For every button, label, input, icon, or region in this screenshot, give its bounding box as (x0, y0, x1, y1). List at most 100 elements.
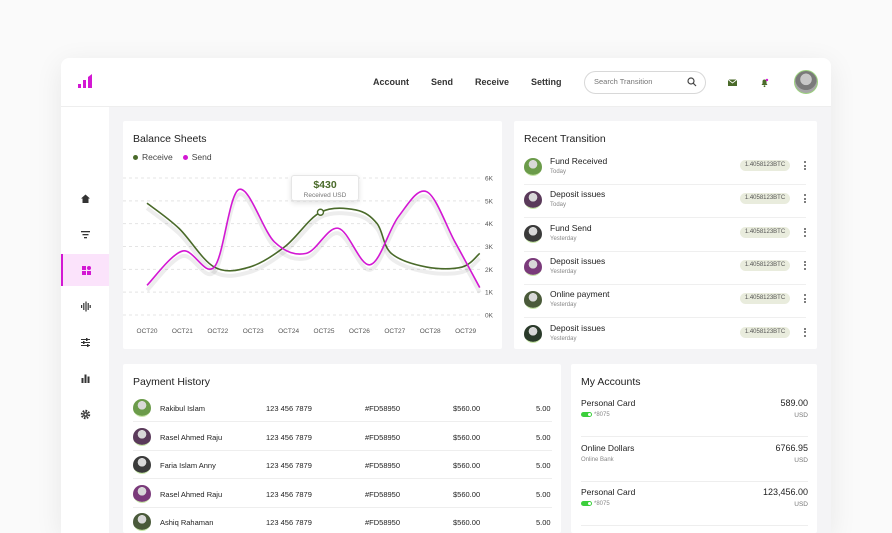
bar-chart-icon (81, 374, 89, 383)
x-tick-label: OCT26 (349, 328, 370, 335)
nav-setting[interactable]: Setting (531, 77, 562, 87)
legend-send[interactable]: Send (182, 152, 212, 162)
y-tick-label: 3K (485, 244, 494, 251)
filter-icon (80, 230, 90, 238)
nav-send[interactable]: Send (431, 77, 454, 87)
user-avatar[interactable] (794, 70, 818, 94)
x-tick-label: OCT23 (243, 328, 264, 335)
bell-icon[interactable] (759, 77, 770, 88)
y-tick-label: 2K (485, 267, 494, 274)
series-line-send (146, 188, 481, 288)
table-row[interactable]: Ashiq Rahaman 123 456 7879 #FD58950 $560.00… (133, 508, 552, 533)
sidebar-item-stats[interactable] (61, 362, 109, 394)
transaction-amount-badge: 1.4058123BTC (740, 226, 790, 238)
transaction-avatar (524, 324, 542, 343)
more-options-icon[interactable] (804, 161, 807, 171)
cell-amount: $560.00 (453, 518, 481, 527)
sidebar (61, 107, 109, 533)
cell-id: #FD58950 (365, 518, 401, 527)
account-row[interactable]: Personal Card *8075 589.00 USD (581, 393, 808, 437)
cell-phone: 123 456 7879 (266, 461, 312, 470)
transaction-title: Deposit issues (550, 322, 606, 333)
series-shadow (145, 206, 482, 278)
more-options-icon[interactable] (804, 294, 807, 304)
account-row[interactable]: Personal Card *8075 123,456.00 USD (581, 482, 808, 526)
sidebar-item-dashboard[interactable] (61, 254, 109, 286)
transaction-row[interactable]: Deposit issues Yesterday 1.4058123BTC (524, 319, 806, 352)
more-options-icon[interactable] (804, 194, 807, 204)
table-row[interactable]: Rasel Ahmed Raju 123 456 7879 #FD58950 $560… (133, 423, 552, 451)
nav-account[interactable]: Account (373, 77, 409, 87)
payment-history-card: Payment History Rakibul Islam 123 456 787… (123, 364, 561, 533)
cell-phone: 123 456 7879 (266, 518, 312, 527)
cell-id: #FD58950 (365, 489, 401, 499)
transaction-row[interactable]: Fund Send Yesterday 1.4058123BTC (524, 219, 806, 252)
cell-amount: $560.00 (453, 404, 481, 413)
transaction-title: Fund Send (550, 222, 592, 233)
payer-avatar (133, 513, 151, 531)
sidebar-item-home[interactable] (61, 182, 109, 214)
cell-id: #FD58950 (365, 461, 401, 470)
x-tick-label: OCT22 (207, 328, 228, 335)
search-box[interactable] (584, 71, 706, 94)
balance-sheets-card: Balance Sheets Receive Send 6K 5K 4K 3K 2K 1K… (123, 121, 502, 349)
x-tick-label: OCT21 (172, 328, 193, 335)
cell-amount: $560.00 (453, 461, 481, 470)
cell-id: #FD58950 (365, 404, 401, 413)
more-options-icon[interactable] (804, 327, 807, 338)
card-toggle[interactable] (581, 501, 592, 506)
transaction-date: Yesterday (550, 302, 577, 309)
nav-receive[interactable]: Receive (475, 77, 510, 87)
cell-fee: 5.00 (536, 461, 551, 470)
transaction-row[interactable]: Online payment Yesterday 1.4058123BTC (524, 285, 807, 319)
dashboard-icon (81, 265, 91, 275)
account-balance: 123,456.00 (762, 487, 808, 497)
card-toggle[interactable] (581, 412, 592, 417)
series-shadow (145, 192, 482, 294)
x-tick-label: OCT20 (137, 328, 158, 335)
more-options-icon[interactable] (804, 260, 807, 271)
transaction-date: Yesterday (550, 335, 577, 342)
x-tick-label: OCT24 (278, 328, 299, 335)
table-row[interactable]: Rasel Ahmed Raju 123 456 7879 #FD58950 $560… (133, 480, 552, 508)
transaction-avatar (524, 158, 542, 176)
account-row[interactable]: Online Dollars Online Bank 6766.95 USD (581, 438, 808, 482)
payer-avatar (133, 427, 151, 446)
payer-avatar (133, 484, 151, 503)
account-balance: 589.00 (780, 398, 808, 408)
sidebar-item-filter[interactable] (61, 218, 109, 250)
sidebar-item-sliders[interactable] (61, 326, 109, 358)
search-input[interactable] (594, 77, 686, 86)
search-icon[interactable] (687, 77, 697, 87)
tooltip-label: Received USD (303, 192, 347, 199)
y-tick-label: 1K (485, 290, 494, 297)
legend-receive[interactable]: Receive (133, 152, 173, 162)
transaction-row[interactable]: Fund Received Today 1.4058123BTC (524, 152, 806, 185)
transaction-amount-badge: 1.4058123BTC (740, 326, 790, 338)
transaction-avatar (524, 291, 542, 310)
account-name: Online Dollars (581, 442, 635, 453)
table-row[interactable]: Faria Islam Anny 123 456 7879 #FD58950 $560… (133, 451, 552, 479)
cell-amount: $560.00 (453, 432, 481, 442)
transaction-title: Deposit issues (550, 189, 606, 200)
chart-legend: Receive Send (133, 152, 212, 162)
account-sub: Online Bank (581, 456, 614, 463)
table-row[interactable]: Rakibul Islam 123 456 7879 #FD58950 $560.00… (133, 394, 552, 422)
chart-tooltip: $430 Received USD (291, 175, 359, 201)
transaction-amount-badge: 1.4058123BTC (740, 259, 790, 271)
sidebar-item-activity[interactable] (61, 290, 109, 322)
app-window: Account Send Receive Setting (61, 58, 831, 533)
cell-fee: 5.00 (536, 432, 551, 442)
more-options-icon[interactable] (804, 227, 807, 238)
transaction-row[interactable]: Deposit issues Today 1.4058123BTC (524, 185, 807, 219)
x-tick-label: OCT27 (384, 328, 405, 335)
mail-icon[interactable] (727, 77, 738, 88)
account-name: Personal Card (581, 398, 636, 408)
sidebar-item-settings[interactable] (61, 398, 109, 430)
tooltip-value: $430 (313, 179, 337, 191)
gear-icon (80, 409, 90, 419)
logo-icon[interactable] (77, 73, 93, 89)
cell-name: Rasel Ahmed Raju (160, 432, 223, 442)
recent-title: Recent Transition (524, 133, 606, 145)
transaction-row[interactable]: Deposit issues Yesterday 1.4058123BTC (524, 252, 806, 285)
